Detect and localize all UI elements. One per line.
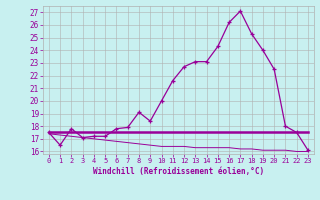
X-axis label: Windchill (Refroidissement éolien,°C): Windchill (Refroidissement éolien,°C) (93, 167, 264, 176)
